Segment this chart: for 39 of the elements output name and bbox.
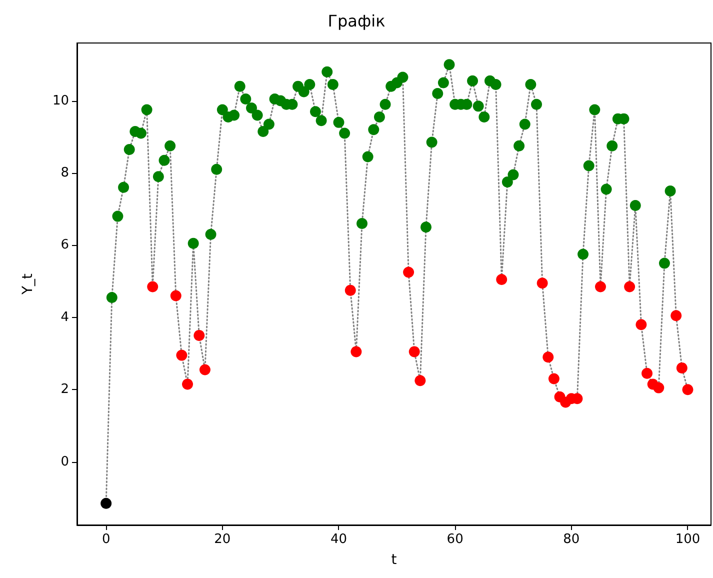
x-axis-title: t <box>391 552 398 568</box>
point <box>542 352 554 363</box>
x-tick-label: 100 <box>675 532 700 547</box>
x-tick-label: 60 <box>446 532 464 547</box>
point <box>194 330 205 341</box>
x-tick-label: 80 <box>563 532 580 547</box>
point <box>624 281 636 292</box>
point <box>344 284 356 296</box>
point <box>350 346 362 358</box>
point <box>682 384 694 396</box>
point <box>170 290 182 302</box>
y-tick-label: 0 <box>60 454 69 470</box>
point <box>408 346 420 358</box>
point <box>676 362 688 374</box>
y-tick-label: 4 <box>60 310 69 325</box>
y-tick-label: 10 <box>52 93 69 108</box>
point <box>653 382 664 394</box>
point <box>595 281 606 292</box>
point <box>496 274 508 285</box>
point <box>642 368 653 379</box>
y-tick-label: 6 <box>60 238 69 253</box>
point <box>403 266 414 278</box>
point <box>199 364 210 376</box>
point <box>100 498 112 509</box>
point <box>548 373 560 384</box>
point <box>670 310 682 322</box>
y-tick-label: 8 <box>60 165 69 180</box>
y-axis-title: Y_t <box>20 272 36 296</box>
point <box>536 278 548 289</box>
x-tick-label: 40 <box>330 532 348 547</box>
point <box>636 319 647 330</box>
point <box>182 378 194 390</box>
x-tick-label: 20 <box>214 532 231 547</box>
x-tick-label: 0 <box>102 532 110 547</box>
point <box>176 350 188 361</box>
point <box>414 375 426 386</box>
chart-title: Графік <box>328 12 386 30</box>
y-tick-label: 2 <box>60 382 69 398</box>
point <box>147 281 158 292</box>
